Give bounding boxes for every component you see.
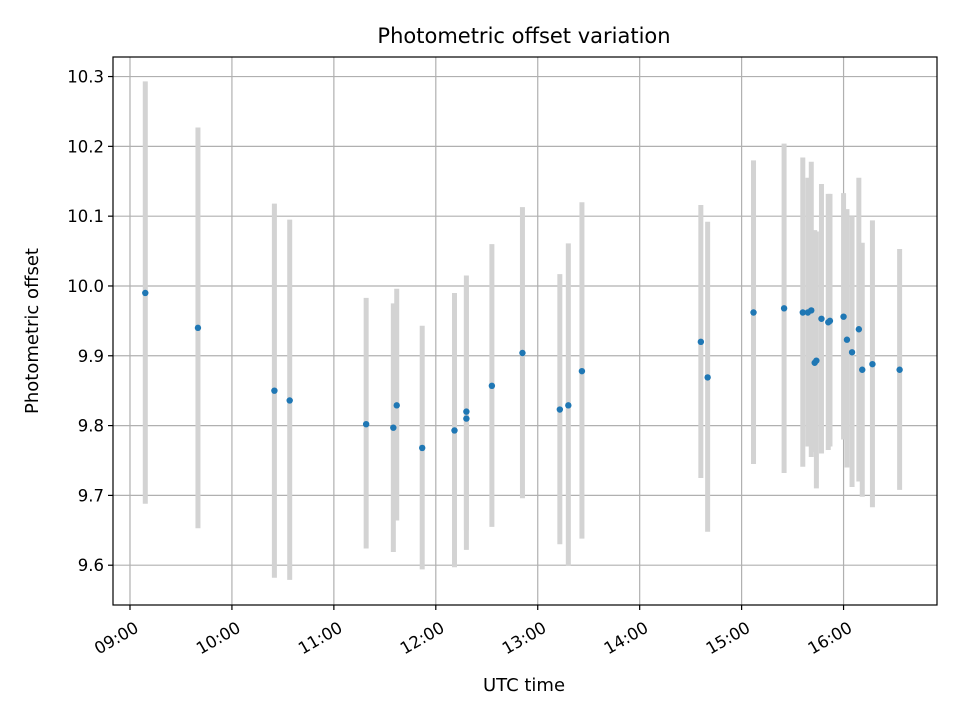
data-point bbox=[818, 315, 825, 322]
data-point bbox=[393, 402, 400, 409]
data-point bbox=[855, 326, 863, 333]
data-point bbox=[271, 387, 278, 394]
data-point bbox=[142, 289, 149, 297]
data-point bbox=[697, 338, 705, 346]
y-tick-label: 9.6 bbox=[78, 556, 104, 575]
data-point bbox=[390, 424, 397, 431]
x-tick-label: 14:00 bbox=[601, 618, 652, 658]
y-tick-label: 10.1 bbox=[67, 207, 104, 226]
x-tick-label: 09:00 bbox=[91, 618, 142, 658]
data-point bbox=[826, 317, 834, 325]
x-tick-label: 10:00 bbox=[193, 618, 244, 658]
data-point bbox=[896, 366, 903, 373]
data-point bbox=[194, 324, 202, 332]
data-point bbox=[463, 408, 470, 415]
data-point bbox=[869, 360, 876, 368]
y-tick-label: 9.7 bbox=[78, 486, 104, 505]
point-layer bbox=[142, 289, 903, 452]
data-point bbox=[799, 309, 806, 316]
x-tick-label: 12:00 bbox=[397, 618, 448, 658]
data-point bbox=[750, 309, 757, 316]
data-point bbox=[780, 305, 788, 312]
data-point bbox=[362, 420, 370, 428]
errorbar-layer bbox=[142, 81, 903, 580]
data-point bbox=[488, 382, 496, 389]
data-point bbox=[451, 427, 458, 434]
data-point bbox=[519, 349, 526, 357]
data-point bbox=[704, 374, 711, 381]
x-axis-title: UTC time bbox=[483, 675, 565, 696]
y-tick-label: 10.2 bbox=[67, 137, 104, 156]
chart-title: Photometric offset variation bbox=[377, 24, 670, 48]
y-tick-label: 10.0 bbox=[67, 277, 104, 296]
y-axis: 9.6 9.7 9.8 9.9 10.0 10.1 10.2 10.3 bbox=[67, 68, 113, 575]
data-point bbox=[859, 366, 866, 373]
data-point bbox=[463, 415, 470, 422]
data-point bbox=[813, 357, 820, 364]
y-tick-label: 9.8 bbox=[78, 417, 104, 436]
data-point bbox=[848, 349, 856, 356]
x-axis: 09:00 10:00 11:00 12:00 13:00 14:00 15:00 16:00 bbox=[91, 605, 855, 658]
y-axis-title: Photometric offset bbox=[22, 248, 43, 414]
plot-frame bbox=[112, 56, 938, 606]
y-tick-label: 9.9 bbox=[78, 347, 104, 366]
x-tick-label: 13:00 bbox=[499, 618, 550, 658]
data-point bbox=[286, 397, 293, 404]
y-tick-label: 10.3 bbox=[67, 68, 104, 87]
grid-layer bbox=[113, 57, 937, 605]
data-point bbox=[808, 307, 815, 314]
x-tick-label: 16:00 bbox=[805, 618, 856, 658]
data-point bbox=[840, 313, 847, 320]
x-tick-label: 11:00 bbox=[295, 618, 346, 658]
x-tick-label: 15:00 bbox=[703, 618, 754, 658]
data-point bbox=[419, 444, 426, 452]
data-point bbox=[578, 367, 586, 375]
data-point bbox=[843, 336, 851, 343]
data-point bbox=[565, 402, 572, 409]
data-point bbox=[556, 406, 564, 413]
